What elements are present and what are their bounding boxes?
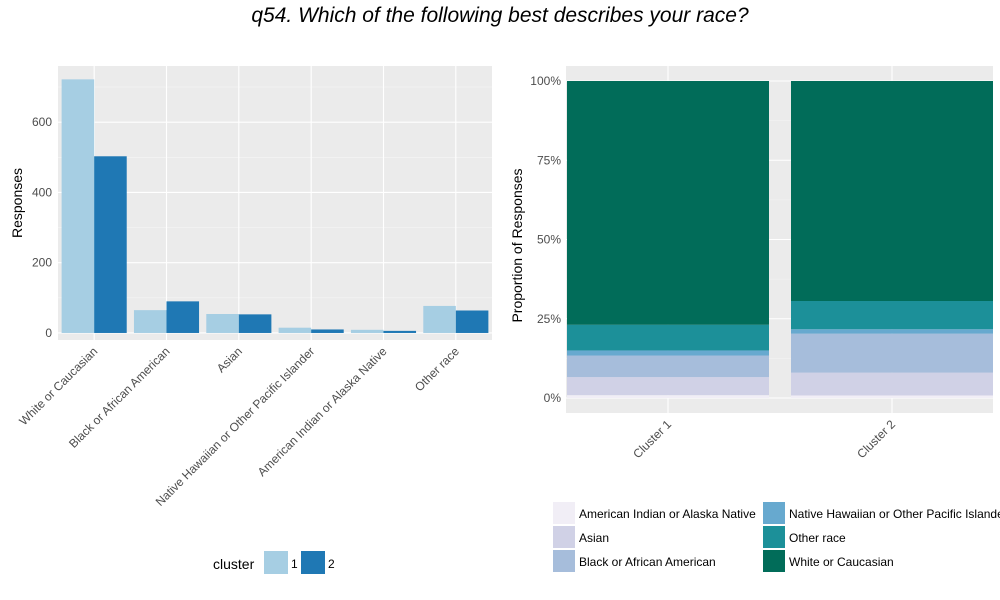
legend-label: Black or African American bbox=[579, 555, 716, 569]
right-chart-proportions: 0% 25% 50% 75% 100% Cluster 1 Cluster 2 Proport… bbox=[509, 66, 1000, 572]
left-x-tick-label: American Indian or Alaska Native bbox=[255, 344, 390, 479]
stacked-segment bbox=[791, 300, 993, 330]
bar-cluster2 bbox=[166, 301, 200, 333]
right-x-tick-label: Cluster 2 bbox=[854, 417, 898, 461]
legend-swatch bbox=[553, 550, 575, 572]
left-y-tick-label: 0 bbox=[45, 326, 52, 340]
bar-cluster1 bbox=[61, 79, 95, 333]
chart-title: q54. Which of the following best describ… bbox=[251, 4, 749, 27]
legend-title: cluster bbox=[213, 556, 255, 572]
left-y-tick-label: 400 bbox=[32, 185, 52, 199]
legend-label: American Indian or Alaska Native bbox=[579, 507, 756, 521]
right-x-tick-label: Cluster 1 bbox=[630, 417, 674, 461]
left-x-tick-label: Other race bbox=[412, 344, 462, 394]
legend-label: Other race bbox=[789, 531, 846, 545]
legend-swatch-cluster2 bbox=[301, 551, 325, 574]
legend-swatch bbox=[553, 526, 575, 548]
left-x-tick-label: Native Hawaiian or Other Pacific Islande… bbox=[153, 344, 318, 509]
left-y-axis-label: Responses bbox=[9, 168, 25, 238]
bar-cluster1 bbox=[278, 327, 312, 333]
legend-label-cluster1: 1 bbox=[291, 557, 298, 571]
legend-swatch bbox=[553, 502, 575, 524]
right-y-tick-label: 25% bbox=[537, 312, 561, 326]
legend-swatch-cluster1 bbox=[264, 551, 288, 574]
legend-label: Native Hawaiian or Other Pacific Islande… bbox=[789, 507, 1000, 521]
bar-cluster2 bbox=[383, 330, 417, 333]
bar-cluster2 bbox=[455, 310, 489, 333]
stacked-segment bbox=[567, 395, 769, 398]
right-y-tick-label: 75% bbox=[537, 153, 561, 167]
right-y-tick-label: 50% bbox=[537, 233, 561, 247]
legend-label: Asian bbox=[579, 531, 609, 545]
left-plot-panel bbox=[58, 66, 492, 340]
stacked-segment bbox=[791, 395, 993, 398]
stacked-segment bbox=[791, 81, 993, 301]
bar-cluster1 bbox=[133, 310, 167, 333]
stacked-segment bbox=[567, 350, 769, 356]
bar-cluster1 bbox=[206, 314, 239, 333]
right-y-axis-label: Proportion of Responses bbox=[509, 168, 525, 322]
left-x-tick-label: White or Caucasian bbox=[16, 344, 100, 428]
bar-cluster1 bbox=[423, 305, 456, 333]
stacked-segment bbox=[791, 329, 993, 334]
legend-swatch bbox=[763, 526, 785, 548]
right-y-tick-label: 100% bbox=[530, 74, 561, 88]
stacked-segment bbox=[567, 377, 769, 396]
legend-label-cluster2: 2 bbox=[328, 557, 335, 571]
legend-label: White or Caucasian bbox=[789, 555, 894, 569]
stacked-segment bbox=[791, 333, 993, 373]
right-y-tick-label: 0% bbox=[544, 391, 562, 405]
stacked-segment bbox=[567, 355, 769, 378]
legend-swatch bbox=[763, 502, 785, 524]
stacked-segment bbox=[791, 372, 993, 396]
stacked-segment bbox=[567, 324, 769, 351]
bar-cluster2 bbox=[311, 329, 344, 333]
stacked-segment bbox=[567, 81, 769, 325]
left-y-tick-label: 600 bbox=[32, 115, 52, 129]
left-y-tick-label: 200 bbox=[32, 256, 52, 270]
bar-cluster2 bbox=[94, 156, 127, 333]
left-x-tick-label: Asian bbox=[214, 344, 245, 375]
legend-swatch bbox=[763, 550, 785, 572]
bar-cluster1 bbox=[350, 329, 384, 333]
bar-cluster2 bbox=[238, 314, 272, 333]
